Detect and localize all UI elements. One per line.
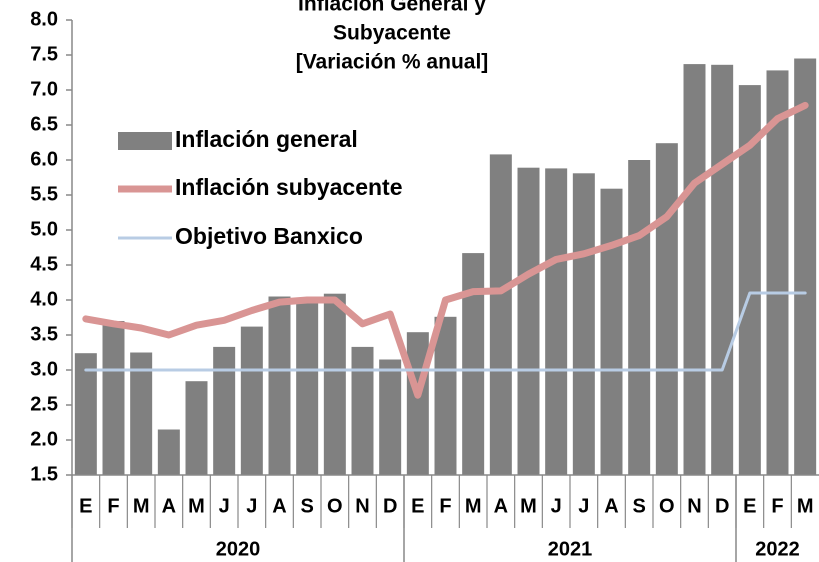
x-tick-label: N: [687, 495, 701, 517]
bar: [434, 316, 457, 475]
group-label: 2021: [548, 538, 593, 560]
x-tick-label: J: [246, 495, 257, 517]
x-tick-label: A: [604, 495, 618, 517]
bar: [517, 167, 540, 475]
bar: [213, 346, 236, 475]
bar: [157, 429, 180, 475]
bar: [185, 381, 208, 475]
x-tick-label: M: [797, 495, 814, 517]
x-tick-label: M: [465, 495, 482, 517]
x-tick-label: F: [439, 495, 451, 517]
y-tick-label: 6.5: [30, 113, 58, 135]
x-tick-label: N: [355, 495, 369, 517]
bar: [74, 353, 97, 475]
y-tick-label: 4.5: [30, 253, 58, 275]
chart-title: Inflación General y: [298, 0, 486, 16]
line: [82, 101, 809, 399]
legend-label: Inflación general: [175, 126, 358, 152]
y-tick-label: 7.5: [30, 43, 58, 65]
x-tick-label: J: [578, 495, 589, 517]
bar: [379, 359, 402, 475]
bar: [240, 326, 263, 475]
bar: [738, 85, 761, 475]
legend-swatch: [118, 132, 172, 150]
y-tick-label: 6.0: [30, 148, 58, 170]
bar: [296, 299, 319, 475]
y-tick-label: 2.5: [30, 393, 58, 415]
chart-title: [Variación % anual]: [296, 51, 489, 74]
y-tick-label: 3.5: [30, 323, 58, 345]
bar: [683, 64, 706, 475]
bar: [794, 58, 817, 475]
x-tick-label: E: [743, 495, 756, 517]
chart-title: Subyacente: [333, 22, 451, 45]
bar: [489, 154, 512, 475]
y-tick-label: 8.0: [30, 8, 58, 30]
legend-label: Objetivo Banxico: [175, 223, 363, 249]
x-tick-label: J: [551, 495, 562, 517]
x-tick-label: D: [715, 495, 729, 517]
x-tick-label: A: [494, 495, 508, 517]
bar: [268, 296, 291, 475]
bar: [351, 346, 374, 475]
x-tick-label: M: [520, 495, 537, 517]
x-tick-label: O: [327, 495, 343, 517]
x-tick-label: F: [771, 495, 783, 517]
x-tick-label: S: [300, 495, 313, 517]
x-tick-label: O: [659, 495, 675, 517]
bar: [628, 160, 651, 475]
line: [84, 291, 807, 372]
group-label: 2020: [216, 538, 261, 560]
bar: [102, 321, 125, 475]
x-tick-label: M: [133, 495, 150, 517]
x-tick-label: F: [107, 495, 119, 517]
bar: [766, 70, 789, 476]
x-tick-label: A: [272, 495, 286, 517]
x-tick-label: D: [383, 495, 397, 517]
y-tick-label: 1.5: [30, 463, 58, 485]
x-tick-label: E: [79, 495, 92, 517]
group-label: 2022: [755, 538, 800, 560]
x-tick-label: A: [162, 495, 176, 517]
bar: [655, 143, 678, 475]
bar: [406, 332, 429, 475]
x-tick-label: S: [632, 495, 645, 517]
y-tick-label: 2.0: [30, 428, 58, 450]
bar: [600, 188, 623, 475]
bar: [323, 293, 346, 475]
y-tick-label: 4.0: [30, 288, 58, 310]
bar: [462, 253, 485, 475]
bar: [545, 168, 568, 475]
x-tick-label: M: [188, 495, 205, 517]
x-tick-label: E: [411, 495, 424, 517]
legend-label: Inflación subyacente: [175, 174, 403, 200]
y-tick-label: 5.0: [30, 218, 58, 240]
x-tick-label: J: [219, 495, 230, 517]
bar: [130, 352, 153, 475]
y-tick-label: 3.0: [30, 358, 58, 380]
bar: [572, 173, 595, 476]
y-tick-label: 7.0: [30, 78, 58, 100]
bar: [711, 64, 734, 476]
y-tick-label: 5.5: [30, 183, 58, 205]
